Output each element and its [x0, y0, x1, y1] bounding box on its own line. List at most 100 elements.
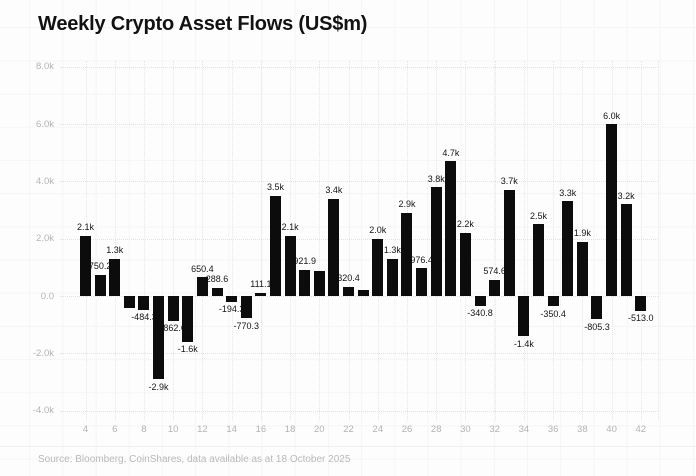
- bar-week-35: [533, 224, 545, 296]
- x-gridline: [553, 61, 555, 421]
- bar-value-label: 2.2k: [456, 219, 474, 230]
- x-gridline: [202, 61, 204, 421]
- bar-week-20: [313, 271, 325, 296]
- bar-week-13: [211, 287, 223, 296]
- chart-title: Weekly Crypto Asset Flows (US$m): [38, 13, 368, 35]
- bar-week-16: [255, 292, 267, 296]
- x-gridline: [143, 61, 145, 421]
- x-gridline: [173, 61, 175, 421]
- x-axis-tick-label: 20: [314, 424, 325, 435]
- bar-week-29: [445, 161, 457, 296]
- bar-week-37: [562, 201, 574, 296]
- bar-value-label: -350.4: [540, 308, 566, 319]
- bar-week-26: [401, 212, 413, 296]
- bar-value-label: 1.9k: [573, 228, 591, 239]
- x-axis-tick-label: 14: [226, 424, 237, 435]
- bar-value-label: 921.9: [293, 256, 316, 267]
- x-axis-tick-label: 12: [197, 424, 208, 435]
- x-gridline: [114, 61, 116, 421]
- y-gridline: [60, 181, 658, 183]
- bar-week-10: [167, 296, 179, 321]
- bar-value-label: 1.3k: [383, 245, 401, 256]
- bar-value-label: 3.5k: [266, 182, 284, 193]
- bar-week-6: [109, 258, 121, 296]
- y-axis-tick-label: -2.0k: [32, 347, 54, 359]
- bar-value-label: 4.7k: [442, 147, 460, 158]
- bar-value-label: -1.4k: [513, 338, 534, 349]
- bar-value-label: 2.1k: [76, 222, 94, 233]
- bar-value-label: 111.1: [250, 279, 272, 290]
- x-axis-tick-label: 24: [372, 424, 384, 435]
- y-gridline: [60, 410, 658, 412]
- bar-value-label: 574.6: [483, 266, 506, 277]
- bar-week-33: [503, 189, 515, 296]
- bar-value-label: 3.2k: [617, 190, 635, 201]
- y-axis-tick-label: 0.0: [40, 290, 54, 302]
- bar-week-8: [138, 296, 150, 310]
- x-axis-tick-label: 10: [167, 424, 179, 435]
- bar-week-18: [284, 235, 296, 296]
- bar-week-23: [357, 290, 369, 296]
- bar-value-label: 2.0k: [369, 225, 387, 236]
- y-gridline: [60, 124, 658, 126]
- bar-week-27: [416, 268, 428, 296]
- bar-value-label: 2.9k: [398, 199, 416, 210]
- bar-week-28: [430, 187, 442, 296]
- y-gridline: [60, 353, 658, 355]
- x-gridline: [582, 61, 584, 421]
- bar-week-5: [94, 274, 106, 296]
- bar-week-31: [474, 296, 486, 306]
- x-gridline: [260, 61, 262, 421]
- bar-value-label: 750.2: [88, 261, 112, 271]
- bar-week-42: [635, 296, 647, 311]
- bar-week-39: [591, 296, 603, 320]
- bar-week-36: [547, 296, 559, 307]
- x-gridline: [348, 61, 350, 421]
- x-axis-tick-label: 6: [112, 424, 118, 435]
- bar-value-label: 1.3k: [106, 245, 124, 256]
- plot-right-border: [658, 61, 659, 421]
- bar-week-11: [182, 296, 194, 342]
- source-note: Source: Bloomberg, CoinShares, data avai…: [0, 446, 696, 476]
- bar-value-label: -513.0: [628, 313, 654, 324]
- bar-value-label: 6.0k: [603, 110, 621, 121]
- x-gridline: [231, 61, 233, 421]
- bar-value-label: -862.6: [160, 323, 186, 334]
- x-axis-tick-label: 34: [518, 424, 530, 435]
- bar-week-24: [372, 238, 384, 296]
- bar-week-19: [299, 269, 311, 296]
- bar-value-label: 3.4k: [325, 185, 343, 196]
- bar-value-label: 3.7k: [500, 176, 518, 187]
- y-gridline: [60, 66, 658, 68]
- x-axis-tick-label: 36: [547, 424, 559, 435]
- y-axis-tick-label: -4.0k: [32, 405, 54, 417]
- bar-value-label: 2.1k: [281, 222, 299, 233]
- y-axis-tick-label: 6.0k: [36, 118, 54, 130]
- bar-week-22: [343, 286, 355, 296]
- x-axis-tick-label: 28: [430, 424, 442, 435]
- bar-week-12: [196, 277, 208, 296]
- x-axis-tick-label: 8: [141, 424, 147, 435]
- bar-week-38: [576, 241, 588, 296]
- bar-value-label: -2.9k: [148, 381, 169, 392]
- bar-week-25: [386, 258, 398, 296]
- bar-value-label: -805.3: [584, 321, 610, 332]
- bar-value-label: 976.4: [410, 254, 433, 265]
- bar-week-30: [459, 232, 471, 296]
- bar-week-17: [269, 195, 281, 296]
- bar-value-label: -484.3: [131, 312, 157, 323]
- bar-week-4: [80, 235, 91, 296]
- x-gridline: [640, 61, 642, 421]
- bar-value-label: -1.6k: [177, 344, 198, 355]
- y-gridline: [60, 296, 658, 297]
- bar-value-label: 288.6: [205, 274, 229, 285]
- bar-value-label: -770.3: [233, 320, 259, 331]
- bar-week-15: [240, 296, 252, 319]
- bar-week-40: [606, 124, 618, 296]
- x-axis-tick-label: 22: [343, 424, 354, 435]
- x-gridline: [523, 61, 525, 421]
- bar-value-label: 2.5k: [530, 210, 548, 221]
- bar-week-41: [620, 204, 632, 296]
- bar-value-label: 320.4: [337, 273, 360, 284]
